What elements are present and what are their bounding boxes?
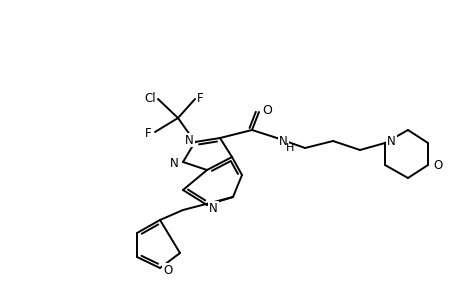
Text: N: N	[185, 134, 194, 146]
Text: N: N	[170, 157, 179, 169]
Text: Cl: Cl	[144, 92, 156, 104]
Text: O: O	[262, 103, 271, 116]
Text: N: N	[279, 134, 287, 148]
Text: F: F	[196, 92, 203, 104]
Text: O: O	[162, 263, 172, 277]
Text: H: H	[285, 143, 294, 153]
Text: N: N	[386, 134, 395, 148]
Text: O: O	[432, 158, 441, 172]
Text: N: N	[208, 202, 217, 214]
Text: F: F	[145, 127, 151, 140]
